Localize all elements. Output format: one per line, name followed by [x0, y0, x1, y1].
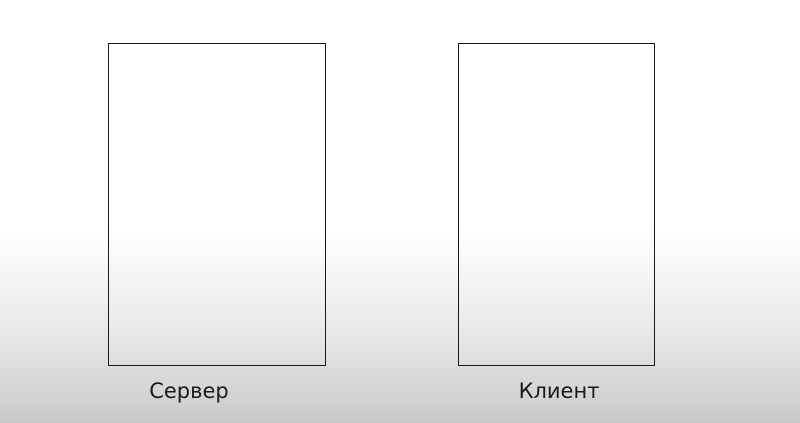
client-box — [458, 43, 655, 366]
server-label: Сервер — [149, 379, 229, 403]
client-label: Клиент — [518, 379, 600, 403]
server-box — [108, 43, 326, 366]
